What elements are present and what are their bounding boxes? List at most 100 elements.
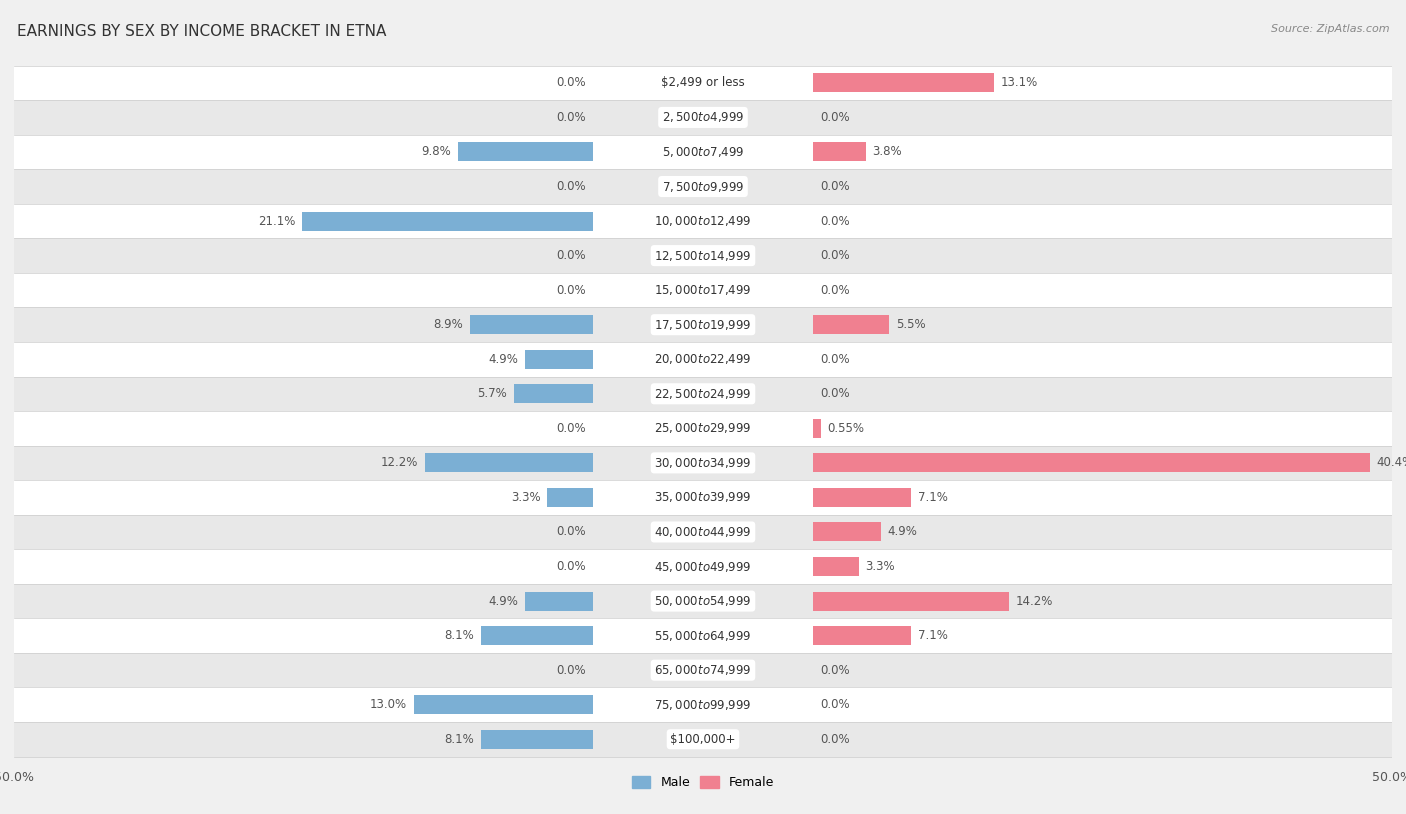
Legend: Male, Female: Male, Female (627, 772, 779, 794)
Bar (14, 480, 1392, 514)
Text: 0.55%: 0.55% (828, 422, 865, 435)
Text: 0.0%: 0.0% (820, 283, 849, 296)
Bar (813, 419, 821, 438)
Bar (481, 730, 593, 749)
Text: $20,000 to $22,499: $20,000 to $22,499 (654, 352, 752, 366)
Bar (14, 239, 1392, 273)
Text: 0.0%: 0.0% (557, 249, 586, 262)
Text: 3.3%: 3.3% (866, 560, 896, 573)
Text: $22,500 to $24,999: $22,500 to $24,999 (654, 387, 752, 400)
Text: $35,000 to $39,999: $35,000 to $39,999 (654, 490, 752, 505)
Bar (14, 722, 1392, 756)
Text: 3.3%: 3.3% (510, 491, 540, 504)
Bar (14, 549, 1392, 584)
Text: 12.2%: 12.2% (381, 457, 418, 470)
Text: 0.0%: 0.0% (820, 387, 849, 400)
Bar (14, 377, 1392, 411)
Text: 0.0%: 0.0% (557, 422, 586, 435)
Bar (813, 557, 859, 576)
Bar (425, 453, 593, 472)
Bar (813, 523, 880, 541)
Text: $2,500 to $4,999: $2,500 to $4,999 (662, 111, 744, 125)
Bar (813, 315, 889, 335)
Text: $15,000 to $17,499: $15,000 to $17,499 (654, 283, 752, 297)
Text: $75,000 to $99,999: $75,000 to $99,999 (654, 698, 752, 711)
Text: 0.0%: 0.0% (820, 352, 849, 365)
Text: 0.0%: 0.0% (557, 526, 586, 539)
Text: $25,000 to $29,999: $25,000 to $29,999 (654, 422, 752, 435)
Text: 7.1%: 7.1% (918, 629, 948, 642)
Text: 9.8%: 9.8% (422, 146, 451, 159)
Bar (14, 342, 1392, 377)
Text: 0.0%: 0.0% (557, 77, 586, 90)
Text: 0.0%: 0.0% (557, 283, 586, 296)
Text: $55,000 to $64,999: $55,000 to $64,999 (654, 628, 752, 642)
Text: 5.7%: 5.7% (478, 387, 508, 400)
Text: 0.0%: 0.0% (820, 698, 849, 711)
Text: 0.0%: 0.0% (820, 733, 849, 746)
Bar (14, 204, 1392, 239)
Text: 4.9%: 4.9% (488, 594, 519, 607)
Bar (14, 445, 1392, 480)
Text: 40.4%: 40.4% (1376, 457, 1406, 470)
Bar (14, 619, 1392, 653)
Text: 0.0%: 0.0% (820, 249, 849, 262)
Bar (470, 315, 593, 335)
Bar (14, 100, 1392, 134)
Bar (813, 592, 1010, 610)
Text: $30,000 to $34,999: $30,000 to $34,999 (654, 456, 752, 470)
Bar (813, 142, 866, 161)
Bar (547, 488, 593, 507)
Bar (14, 66, 1392, 100)
Bar (813, 626, 911, 646)
Text: 0.0%: 0.0% (820, 111, 849, 124)
Text: 13.0%: 13.0% (370, 698, 406, 711)
Bar (14, 653, 1392, 688)
Bar (302, 212, 593, 230)
Bar (813, 488, 911, 507)
Text: 3.8%: 3.8% (873, 146, 903, 159)
Text: $5,000 to $7,499: $5,000 to $7,499 (662, 145, 744, 159)
Text: 13.1%: 13.1% (1001, 77, 1038, 90)
Bar (813, 73, 994, 92)
Text: 7.1%: 7.1% (918, 491, 948, 504)
Text: 8.1%: 8.1% (444, 629, 474, 642)
Bar (458, 142, 593, 161)
Text: 0.0%: 0.0% (557, 663, 586, 676)
Text: Source: ZipAtlas.com: Source: ZipAtlas.com (1271, 24, 1389, 34)
Bar (14, 169, 1392, 204)
Text: $45,000 to $49,999: $45,000 to $49,999 (654, 559, 752, 574)
Bar (515, 384, 593, 403)
Text: 0.0%: 0.0% (820, 215, 849, 228)
Text: 8.9%: 8.9% (433, 318, 463, 331)
Bar (14, 584, 1392, 619)
Text: $17,500 to $19,999: $17,500 to $19,999 (654, 317, 752, 332)
Bar (526, 592, 593, 610)
Text: $100,000+: $100,000+ (671, 733, 735, 746)
Text: $7,500 to $9,999: $7,500 to $9,999 (662, 180, 744, 194)
Bar (14, 411, 1392, 445)
Text: $65,000 to $74,999: $65,000 to $74,999 (654, 663, 752, 677)
Text: $12,500 to $14,999: $12,500 to $14,999 (654, 248, 752, 263)
Text: 4.9%: 4.9% (887, 526, 918, 539)
Text: $40,000 to $44,999: $40,000 to $44,999 (654, 525, 752, 539)
Text: $2,499 or less: $2,499 or less (661, 77, 745, 90)
Bar (413, 695, 593, 714)
Text: 14.2%: 14.2% (1015, 594, 1053, 607)
Text: 0.0%: 0.0% (557, 180, 586, 193)
Text: 5.5%: 5.5% (896, 318, 925, 331)
Text: 0.0%: 0.0% (557, 111, 586, 124)
Text: 0.0%: 0.0% (557, 560, 586, 573)
Bar (14, 308, 1392, 342)
Bar (481, 626, 593, 646)
Bar (813, 453, 1369, 472)
Text: 21.1%: 21.1% (257, 215, 295, 228)
Text: $10,000 to $12,499: $10,000 to $12,499 (654, 214, 752, 228)
Text: 0.0%: 0.0% (820, 180, 849, 193)
Bar (14, 134, 1392, 169)
Bar (526, 350, 593, 369)
Bar (14, 514, 1392, 549)
Text: 4.9%: 4.9% (488, 352, 519, 365)
Bar (14, 688, 1392, 722)
Text: 8.1%: 8.1% (444, 733, 474, 746)
